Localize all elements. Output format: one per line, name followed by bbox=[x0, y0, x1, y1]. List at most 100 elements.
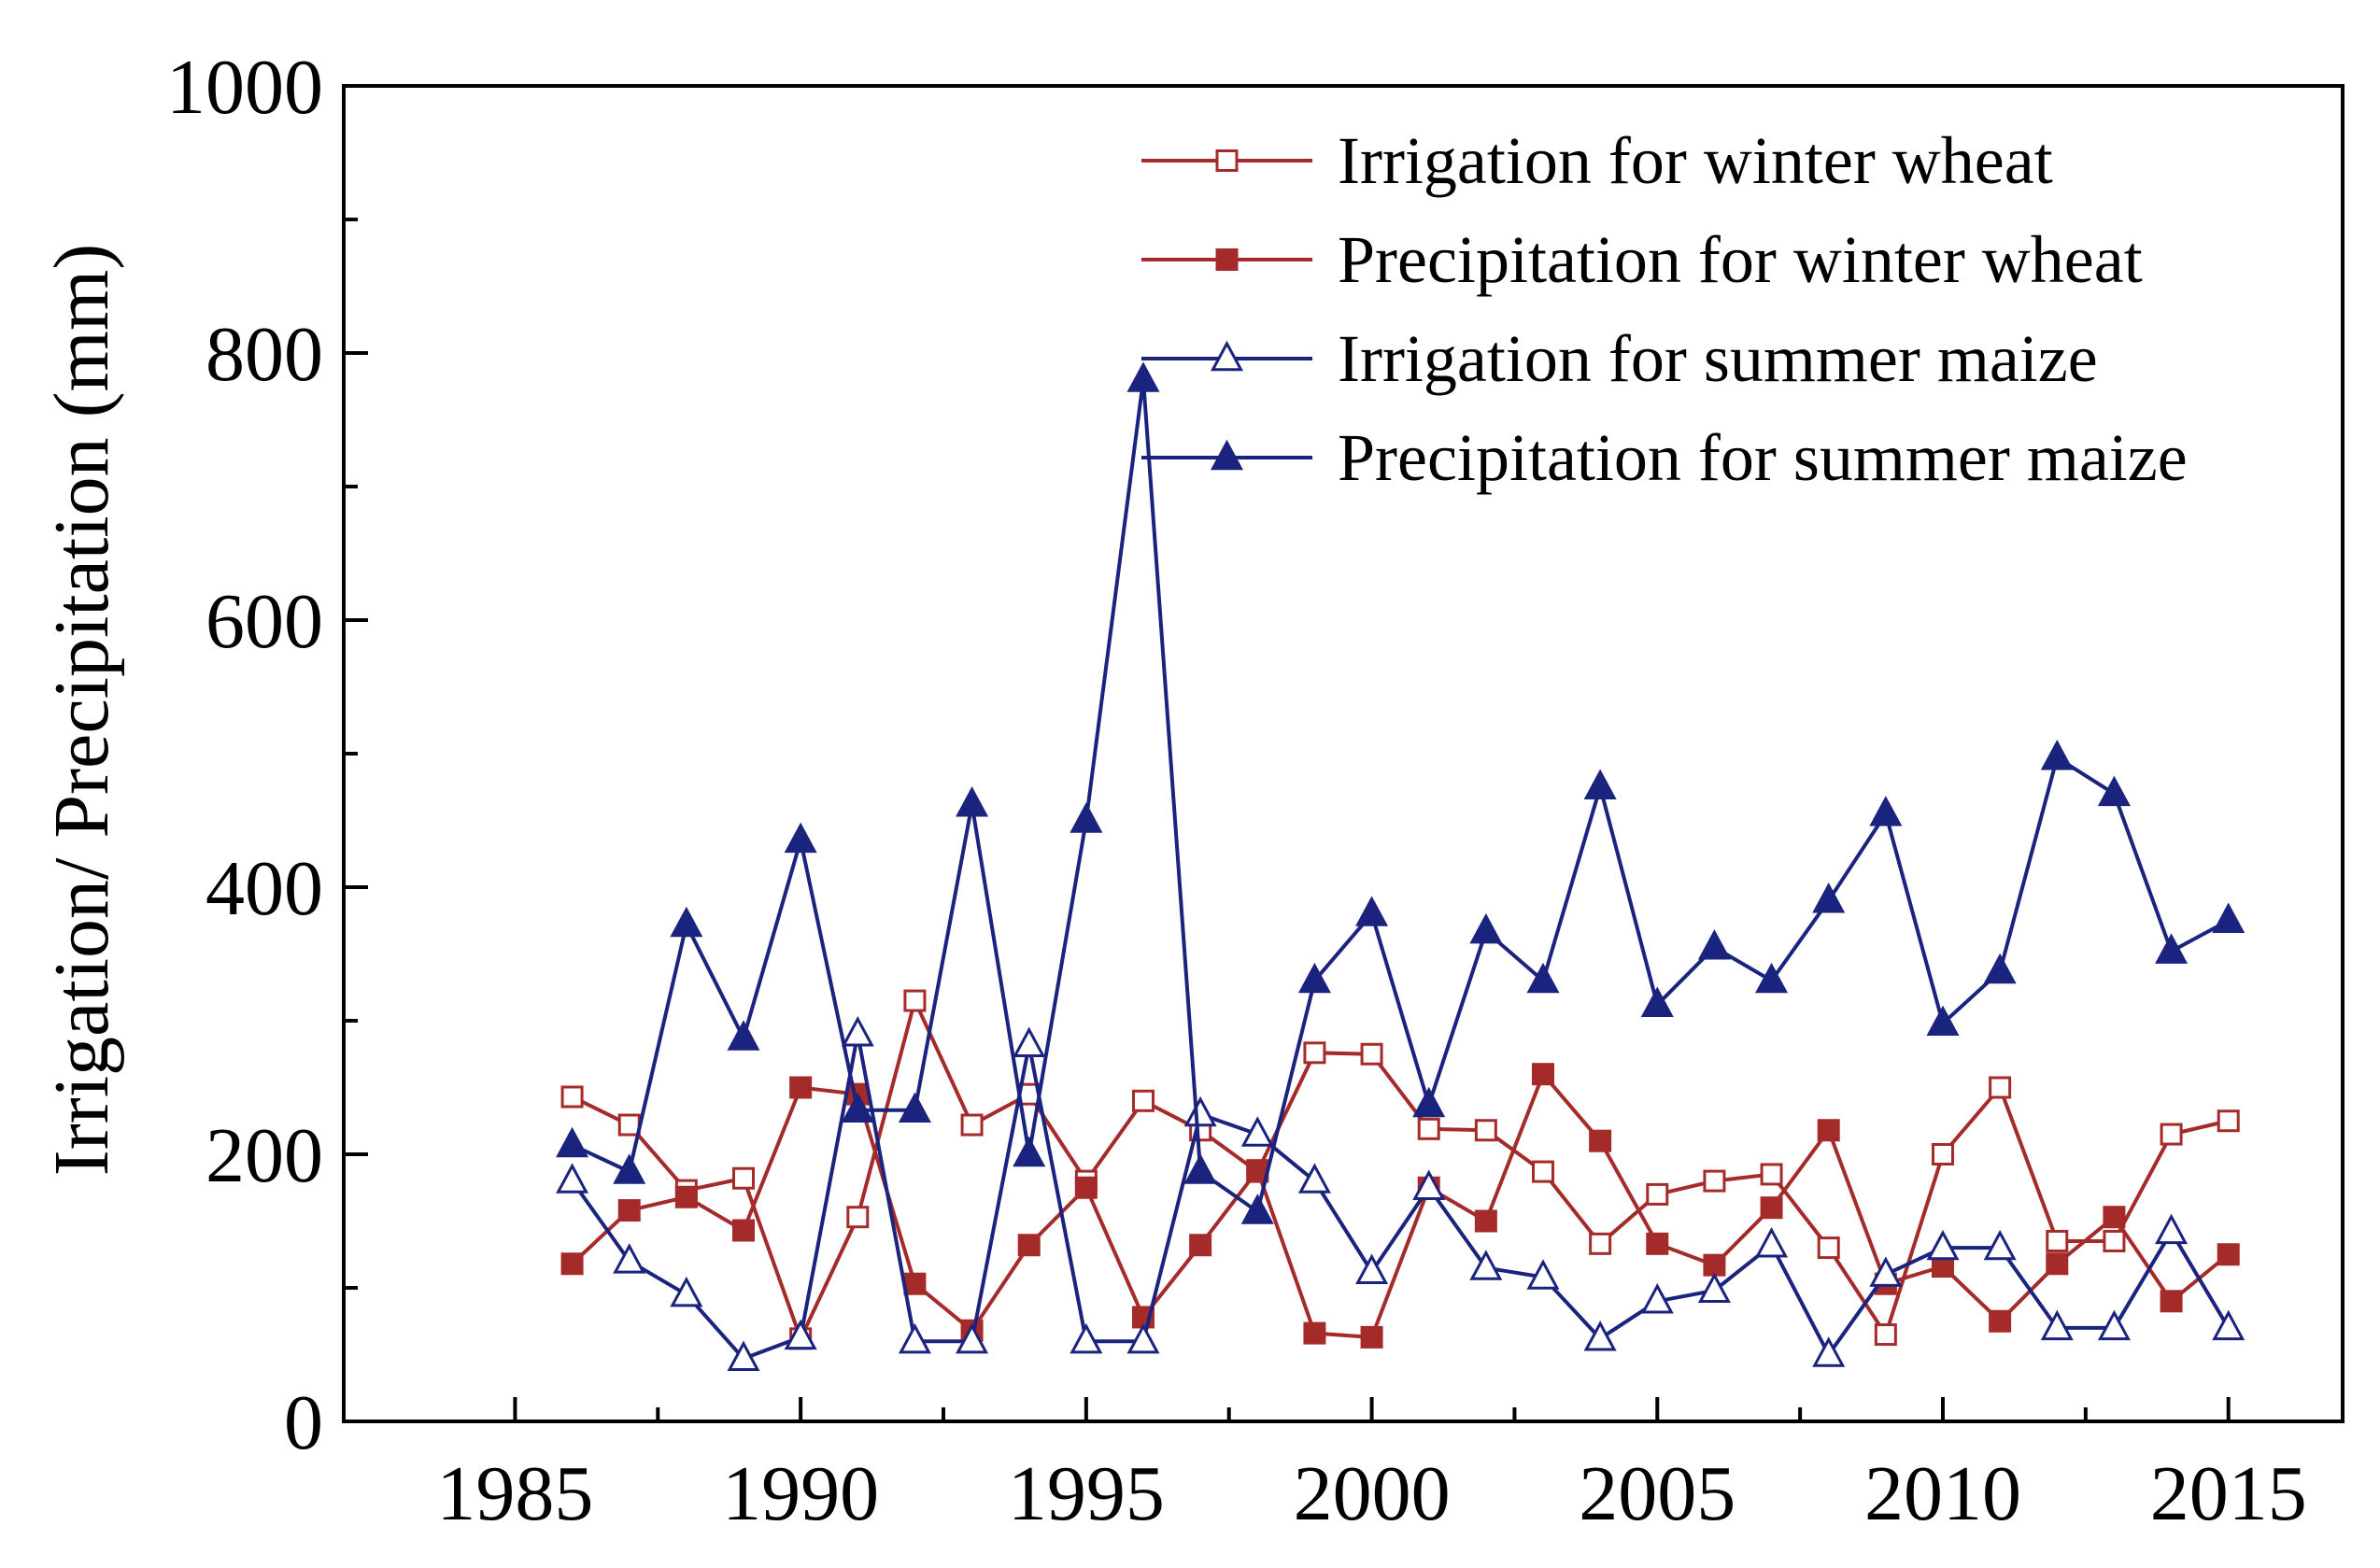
data-point bbox=[1812, 1336, 1846, 1367]
data-point bbox=[1703, 1169, 1726, 1193]
data-point bbox=[2103, 1229, 2126, 1252]
data-point bbox=[670, 1276, 703, 1307]
data-point bbox=[1583, 769, 1617, 799]
data-point bbox=[1417, 1117, 1440, 1140]
data-point bbox=[1760, 1163, 1783, 1186]
data-point bbox=[674, 1185, 698, 1208]
data-point bbox=[956, 1322, 989, 1354]
data-point bbox=[784, 1319, 817, 1350]
data-point bbox=[1469, 912, 1503, 944]
data-point bbox=[2217, 1243, 2240, 1266]
data-point bbox=[1589, 1129, 1612, 1152]
x-tick-label: 2015 bbox=[2150, 1450, 2307, 1537]
data-point bbox=[898, 1322, 931, 1354]
data-point bbox=[1983, 1229, 2017, 1261]
data-point bbox=[560, 1252, 584, 1276]
legend-item: Irrigation for winter wheat bbox=[1141, 123, 2053, 198]
data-point bbox=[903, 1272, 927, 1295]
data-point bbox=[1183, 1095, 1217, 1127]
x-tick-label: 1990 bbox=[722, 1450, 879, 1537]
x-tick-label: 2000 bbox=[1294, 1450, 1451, 1537]
data-point bbox=[1355, 896, 1389, 926]
data-point bbox=[898, 1092, 931, 1123]
x-tick-label: 1995 bbox=[1008, 1450, 1165, 1537]
data-point bbox=[1640, 1283, 1674, 1314]
data-point bbox=[1240, 1116, 1274, 1147]
y-tick-label: 1000 bbox=[166, 44, 323, 131]
data-point bbox=[1355, 1253, 1389, 1285]
data-point bbox=[789, 1076, 813, 1099]
data-point bbox=[1297, 1163, 1331, 1194]
data-point bbox=[1646, 1182, 1669, 1206]
data-point bbox=[1412, 1169, 1446, 1200]
data-point bbox=[2097, 775, 2131, 807]
y-tick-label: 0 bbox=[284, 1379, 323, 1466]
data-point bbox=[1303, 1321, 1326, 1345]
data-point bbox=[960, 1113, 984, 1137]
data-point bbox=[1755, 962, 1789, 994]
legend-marker bbox=[1210, 340, 1244, 372]
data-point bbox=[1869, 796, 1903, 826]
data-point bbox=[732, 1219, 755, 1242]
data-point bbox=[1817, 1119, 1840, 1142]
data-point bbox=[1469, 1250, 1503, 1280]
data-point bbox=[1126, 361, 1160, 392]
data-point bbox=[732, 1166, 755, 1190]
data-point bbox=[1640, 986, 1674, 1018]
data-point bbox=[1132, 1089, 1155, 1112]
data-point bbox=[1932, 1143, 1954, 1165]
data-point bbox=[617, 1113, 641, 1137]
data-point bbox=[2040, 1309, 2074, 1341]
series-line bbox=[571, 379, 2230, 1215]
data-point bbox=[2103, 1206, 2126, 1229]
data-point bbox=[1989, 1076, 2012, 1099]
y-tick-label: 200 bbox=[205, 1112, 323, 1199]
data-point bbox=[1926, 1229, 1960, 1261]
legend-label: Irrigation for winter wheat bbox=[1338, 123, 2053, 198]
data-point bbox=[2155, 933, 2189, 964]
data-point bbox=[1070, 802, 1103, 833]
data-point bbox=[1874, 1323, 1897, 1347]
legend: Irrigation for winter wheat Precipitation… bbox=[1141, 123, 2188, 495]
series-group bbox=[556, 361, 2245, 1371]
data-point bbox=[613, 1243, 646, 1274]
data-point bbox=[1532, 1063, 1554, 1086]
data-point bbox=[1983, 953, 2017, 984]
data-point bbox=[841, 1092, 874, 1123]
data-point bbox=[2040, 740, 2074, 770]
axes: 0 200 400 600 800 1000 1985 1990 1995 2000 2005 201… bbox=[166, 44, 2345, 1537]
series-4 bbox=[556, 361, 2245, 1224]
data-point bbox=[1474, 1119, 1497, 1142]
data-point bbox=[1989, 1309, 2012, 1333]
data-point bbox=[1697, 929, 1731, 960]
data-point bbox=[2160, 1123, 2183, 1146]
data-point bbox=[2046, 1229, 2069, 1252]
data-point bbox=[1189, 1234, 1212, 1257]
data-point bbox=[1074, 1176, 1098, 1199]
data-point bbox=[1303, 1041, 1326, 1065]
data-point bbox=[1760, 1196, 1783, 1220]
data-point bbox=[2155, 1213, 2189, 1245]
series-3 bbox=[556, 1016, 2245, 1371]
data-point bbox=[846, 1206, 870, 1229]
data-point bbox=[556, 1126, 589, 1158]
data-point bbox=[1812, 883, 1846, 913]
legend-marker bbox=[1210, 439, 1244, 471]
legend-label: Irrigation for summer maize bbox=[1338, 321, 2098, 396]
data-point bbox=[1360, 1042, 1383, 1066]
legend-item: Precipitation for winter wheat bbox=[1141, 222, 2143, 297]
data-point bbox=[1646, 1232, 1669, 1255]
data-point bbox=[1589, 1232, 1612, 1255]
data-point bbox=[1474, 1209, 1497, 1233]
data-point bbox=[1869, 1256, 1903, 1287]
data-point bbox=[1360, 1325, 1383, 1349]
legend-label: Precipitation for summer maize bbox=[1338, 420, 2188, 495]
data-point bbox=[1070, 1322, 1103, 1354]
data-point bbox=[2046, 1252, 2069, 1276]
data-point bbox=[784, 822, 817, 854]
data-point bbox=[1240, 1194, 1274, 1224]
legend-item: Precipitation for summer maize bbox=[1141, 420, 2188, 495]
legend-marker bbox=[1215, 149, 1239, 172]
x-tick-label: 2010 bbox=[1864, 1450, 2021, 1537]
